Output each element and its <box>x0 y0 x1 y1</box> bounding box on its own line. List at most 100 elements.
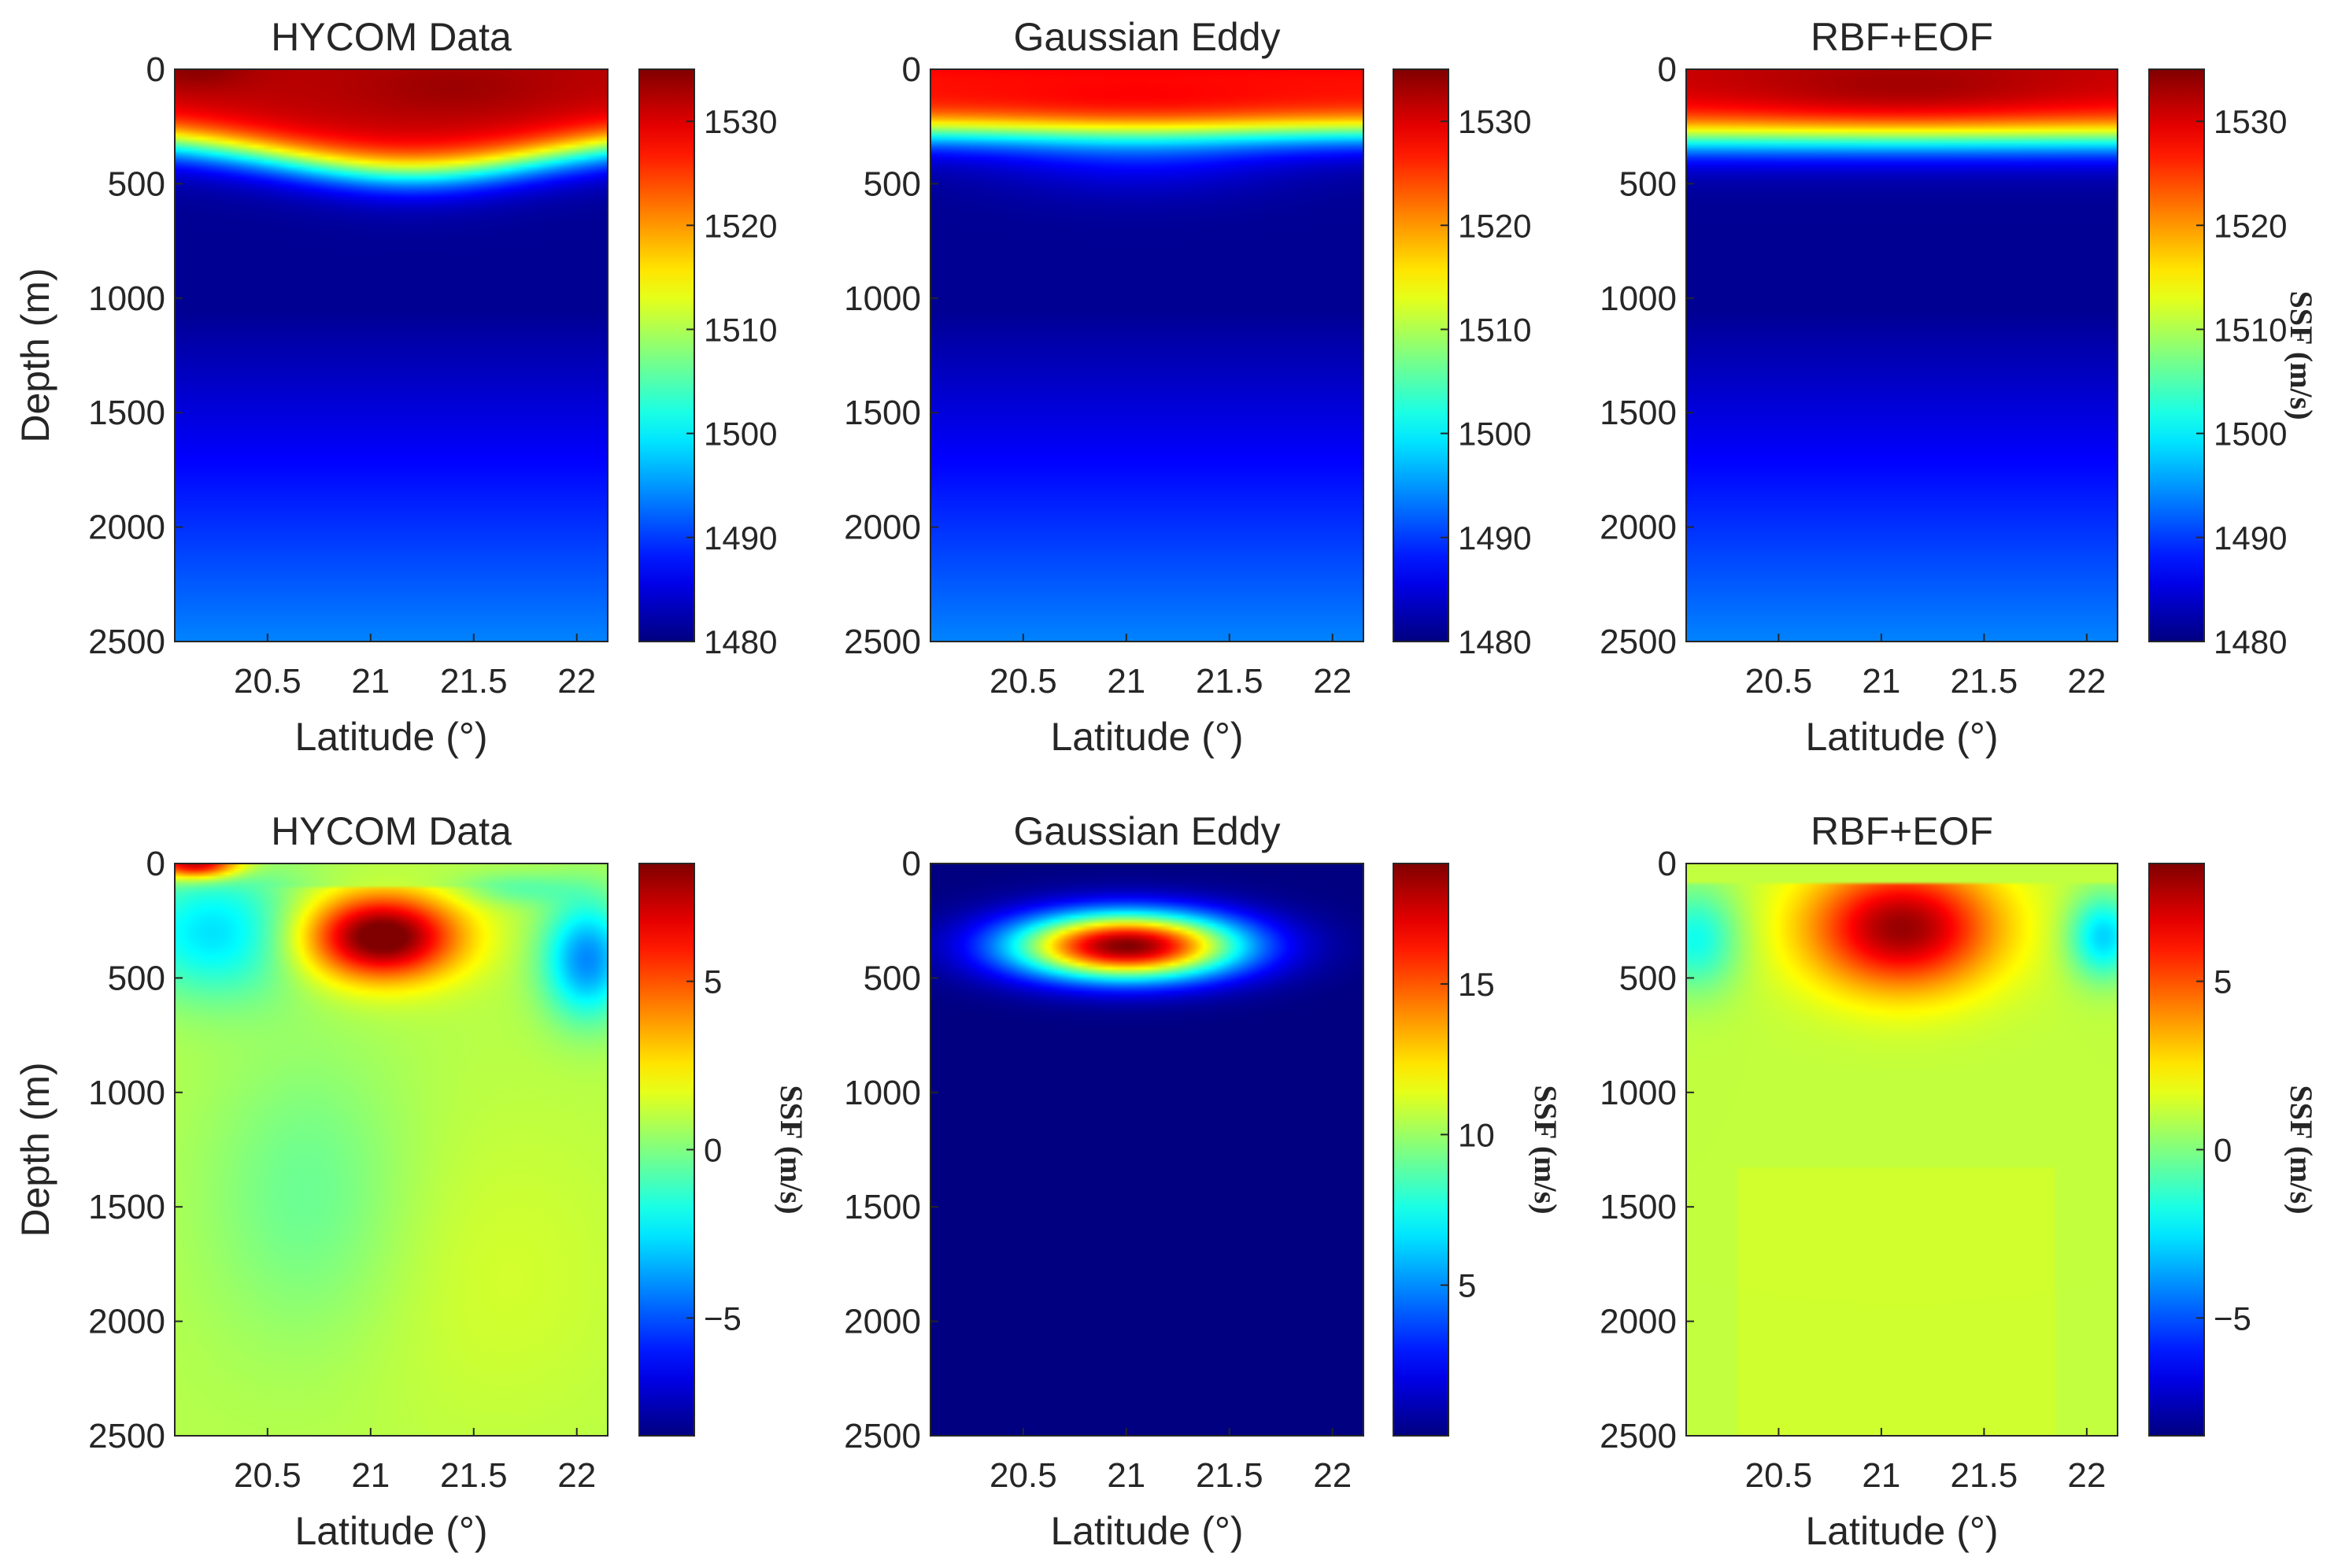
y-tick-label: 0 <box>902 50 921 89</box>
x-axis-label: Latitude (°) <box>1050 1509 1243 1553</box>
y-tick-label: 2500 <box>88 623 165 661</box>
y-tick-label: 2000 <box>88 508 165 547</box>
panel-title: HYCOM Data <box>271 15 512 59</box>
y-tick-label: 0 <box>146 845 165 883</box>
x-tick-label: 21 <box>1107 662 1145 701</box>
y-tick-label: 1000 <box>844 1074 921 1112</box>
panel-title: RBF+EOF <box>1811 809 1993 853</box>
y-tick-label: 2500 <box>844 623 921 661</box>
colorbar-tick-label: 1510 <box>2214 311 2287 348</box>
x-axis-label: Latitude (°) <box>294 1509 487 1553</box>
panel-2: Gaussian Eddy 0 500 1000 1500 2000 2500 20.5 21 2… <box>844 15 1531 759</box>
x-tick-label: 21.5 <box>1196 1456 1263 1495</box>
x-tick-label: 20.5 <box>234 1456 301 1495</box>
panel-5: Gaussian Eddy 0 500 1000 1500 2000 2500 20.5 21 2… <box>844 809 1563 1553</box>
x-tick-label: 21.5 <box>1951 1456 2018 1495</box>
colorbar-label: SSF (m/s) <box>2284 1085 2319 1214</box>
y-tick-label: 500 <box>1619 959 1677 997</box>
y-tick-label: 2000 <box>88 1303 165 1341</box>
x-axis-label: Latitude (°) <box>294 715 487 759</box>
y-tick-label: 0 <box>1658 50 1677 89</box>
x-tick-label: 20.5 <box>1745 1456 1813 1495</box>
x-tick-label: 21.5 <box>440 662 508 701</box>
y-tick-label: 1000 <box>1600 1074 1677 1112</box>
x-tick-label: 22 <box>2067 1456 2106 1495</box>
colorbar-tick-label: 1510 <box>704 311 777 348</box>
axes-frame <box>1685 68 2118 642</box>
x-tick-label: 21.5 <box>440 1456 508 1495</box>
heatmap-image <box>930 69 1363 642</box>
colorbar-tick-label: 1500 <box>2214 416 2287 453</box>
colorbar-tick-label: 1530 <box>2214 103 2287 140</box>
y-tick-label: 2000 <box>1600 1303 1677 1341</box>
panel-title: RBF+EOF <box>1811 15 1993 59</box>
colorbar-tick-label: 1520 <box>2214 207 2287 244</box>
colorbar-label: SSF (m/s) <box>774 1085 809 1214</box>
colorbar <box>1393 68 1449 642</box>
colorbar-tick-label: 15 <box>1458 966 1495 1003</box>
y-tick-label: 1500 <box>1600 1188 1677 1226</box>
x-tick-label: 21 <box>351 1456 390 1495</box>
colorbar <box>2148 68 2205 642</box>
colorbar-tick-label: 10 <box>1458 1116 1495 1153</box>
heatmap-image <box>1686 69 2118 642</box>
y-tick-label: 1000 <box>844 279 921 318</box>
x-tick-label: 20.5 <box>1745 662 1813 701</box>
colorbar-tick-label: 0 <box>2214 1132 2232 1169</box>
colorbar-tick-label: 1490 <box>704 520 777 557</box>
x-axis-label: Latitude (°) <box>1050 715 1243 759</box>
axes-frame <box>1685 863 2118 1437</box>
axes-frame <box>174 68 609 642</box>
heatmap-image <box>175 864 608 1436</box>
x-tick-label: 21 <box>1107 1456 1145 1495</box>
colorbar-tick-label: 1530 <box>704 103 777 140</box>
panel-title: Gaussian Eddy <box>1013 15 1280 59</box>
y-tick-label: 0 <box>1658 845 1677 883</box>
y-tick-label: 1500 <box>1600 394 1677 432</box>
x-tick-label: 21 <box>1862 1456 1900 1495</box>
y-tick-label: 2000 <box>844 1303 921 1341</box>
y-tick-label: 500 <box>864 959 921 997</box>
colorbar-tick-label: 1480 <box>704 623 777 660</box>
x-tick-label: 21.5 <box>1951 662 2018 701</box>
colorbar-tick-label: 0 <box>704 1132 722 1169</box>
y-tick-label: 500 <box>864 165 921 203</box>
colorbar-label: SSF (m/s) <box>2284 290 2319 420</box>
x-tick-label: 22 <box>2067 662 2106 701</box>
colorbar-tick-label: 1510 <box>1458 311 1531 348</box>
colorbar <box>638 863 695 1437</box>
axes-frame <box>930 863 1364 1437</box>
colorbar-tick-label: 1480 <box>2214 623 2287 660</box>
x-tick-label: 22 <box>1313 662 1352 701</box>
y-axis-label: Depth (m) <box>13 268 57 442</box>
colorbar-tick-label: 5 <box>1458 1267 1476 1304</box>
y-tick-label: 500 <box>1619 165 1677 203</box>
axes-frame <box>174 863 609 1437</box>
panel-title: Gaussian Eddy <box>1013 809 1280 853</box>
x-tick-label: 20.5 <box>990 662 1057 701</box>
panel-4: HYCOM Data 0 500 1000 1500 2000 2500 20.5 21 21.5… <box>13 809 809 1553</box>
y-tick-label: 1000 <box>88 1074 165 1112</box>
x-axis-label: Latitude (°) <box>1805 715 1998 759</box>
heatmap-image <box>175 69 608 642</box>
x-tick-label: 22 <box>1313 1456 1352 1495</box>
colorbar-tick-label: −5 <box>2214 1300 2251 1337</box>
colorbar-tick-label: 1490 <box>2214 520 2287 557</box>
x-tick-label: 20.5 <box>990 1456 1057 1495</box>
colorbar-tick-label: 1500 <box>1458 416 1531 453</box>
colorbar <box>1393 863 1449 1437</box>
panel-1: HYCOM Data 0 500 1000 1500 2000 2500 20.5 21 21.5… <box>13 15 777 759</box>
y-tick-label: 500 <box>108 959 165 997</box>
y-tick-label: 1000 <box>88 279 165 318</box>
y-tick-label: 2500 <box>1600 623 1677 661</box>
y-tick-label: 2500 <box>88 1417 165 1455</box>
panel-title: HYCOM Data <box>271 809 512 853</box>
y-axis-label: Depth (m) <box>13 1062 57 1237</box>
colorbar-tick-label: 5 <box>2214 963 2232 1000</box>
colorbar-label: SSF (m/s) <box>1528 1085 1563 1214</box>
y-tick-label: 500 <box>108 165 165 203</box>
y-tick-label: 1500 <box>844 1188 921 1226</box>
panel-3: RBF+EOF 0 500 1000 1500 2000 2500 20.5 21 21.5 22 L… <box>1600 15 2319 759</box>
x-tick-label: 21 <box>1862 662 1900 701</box>
